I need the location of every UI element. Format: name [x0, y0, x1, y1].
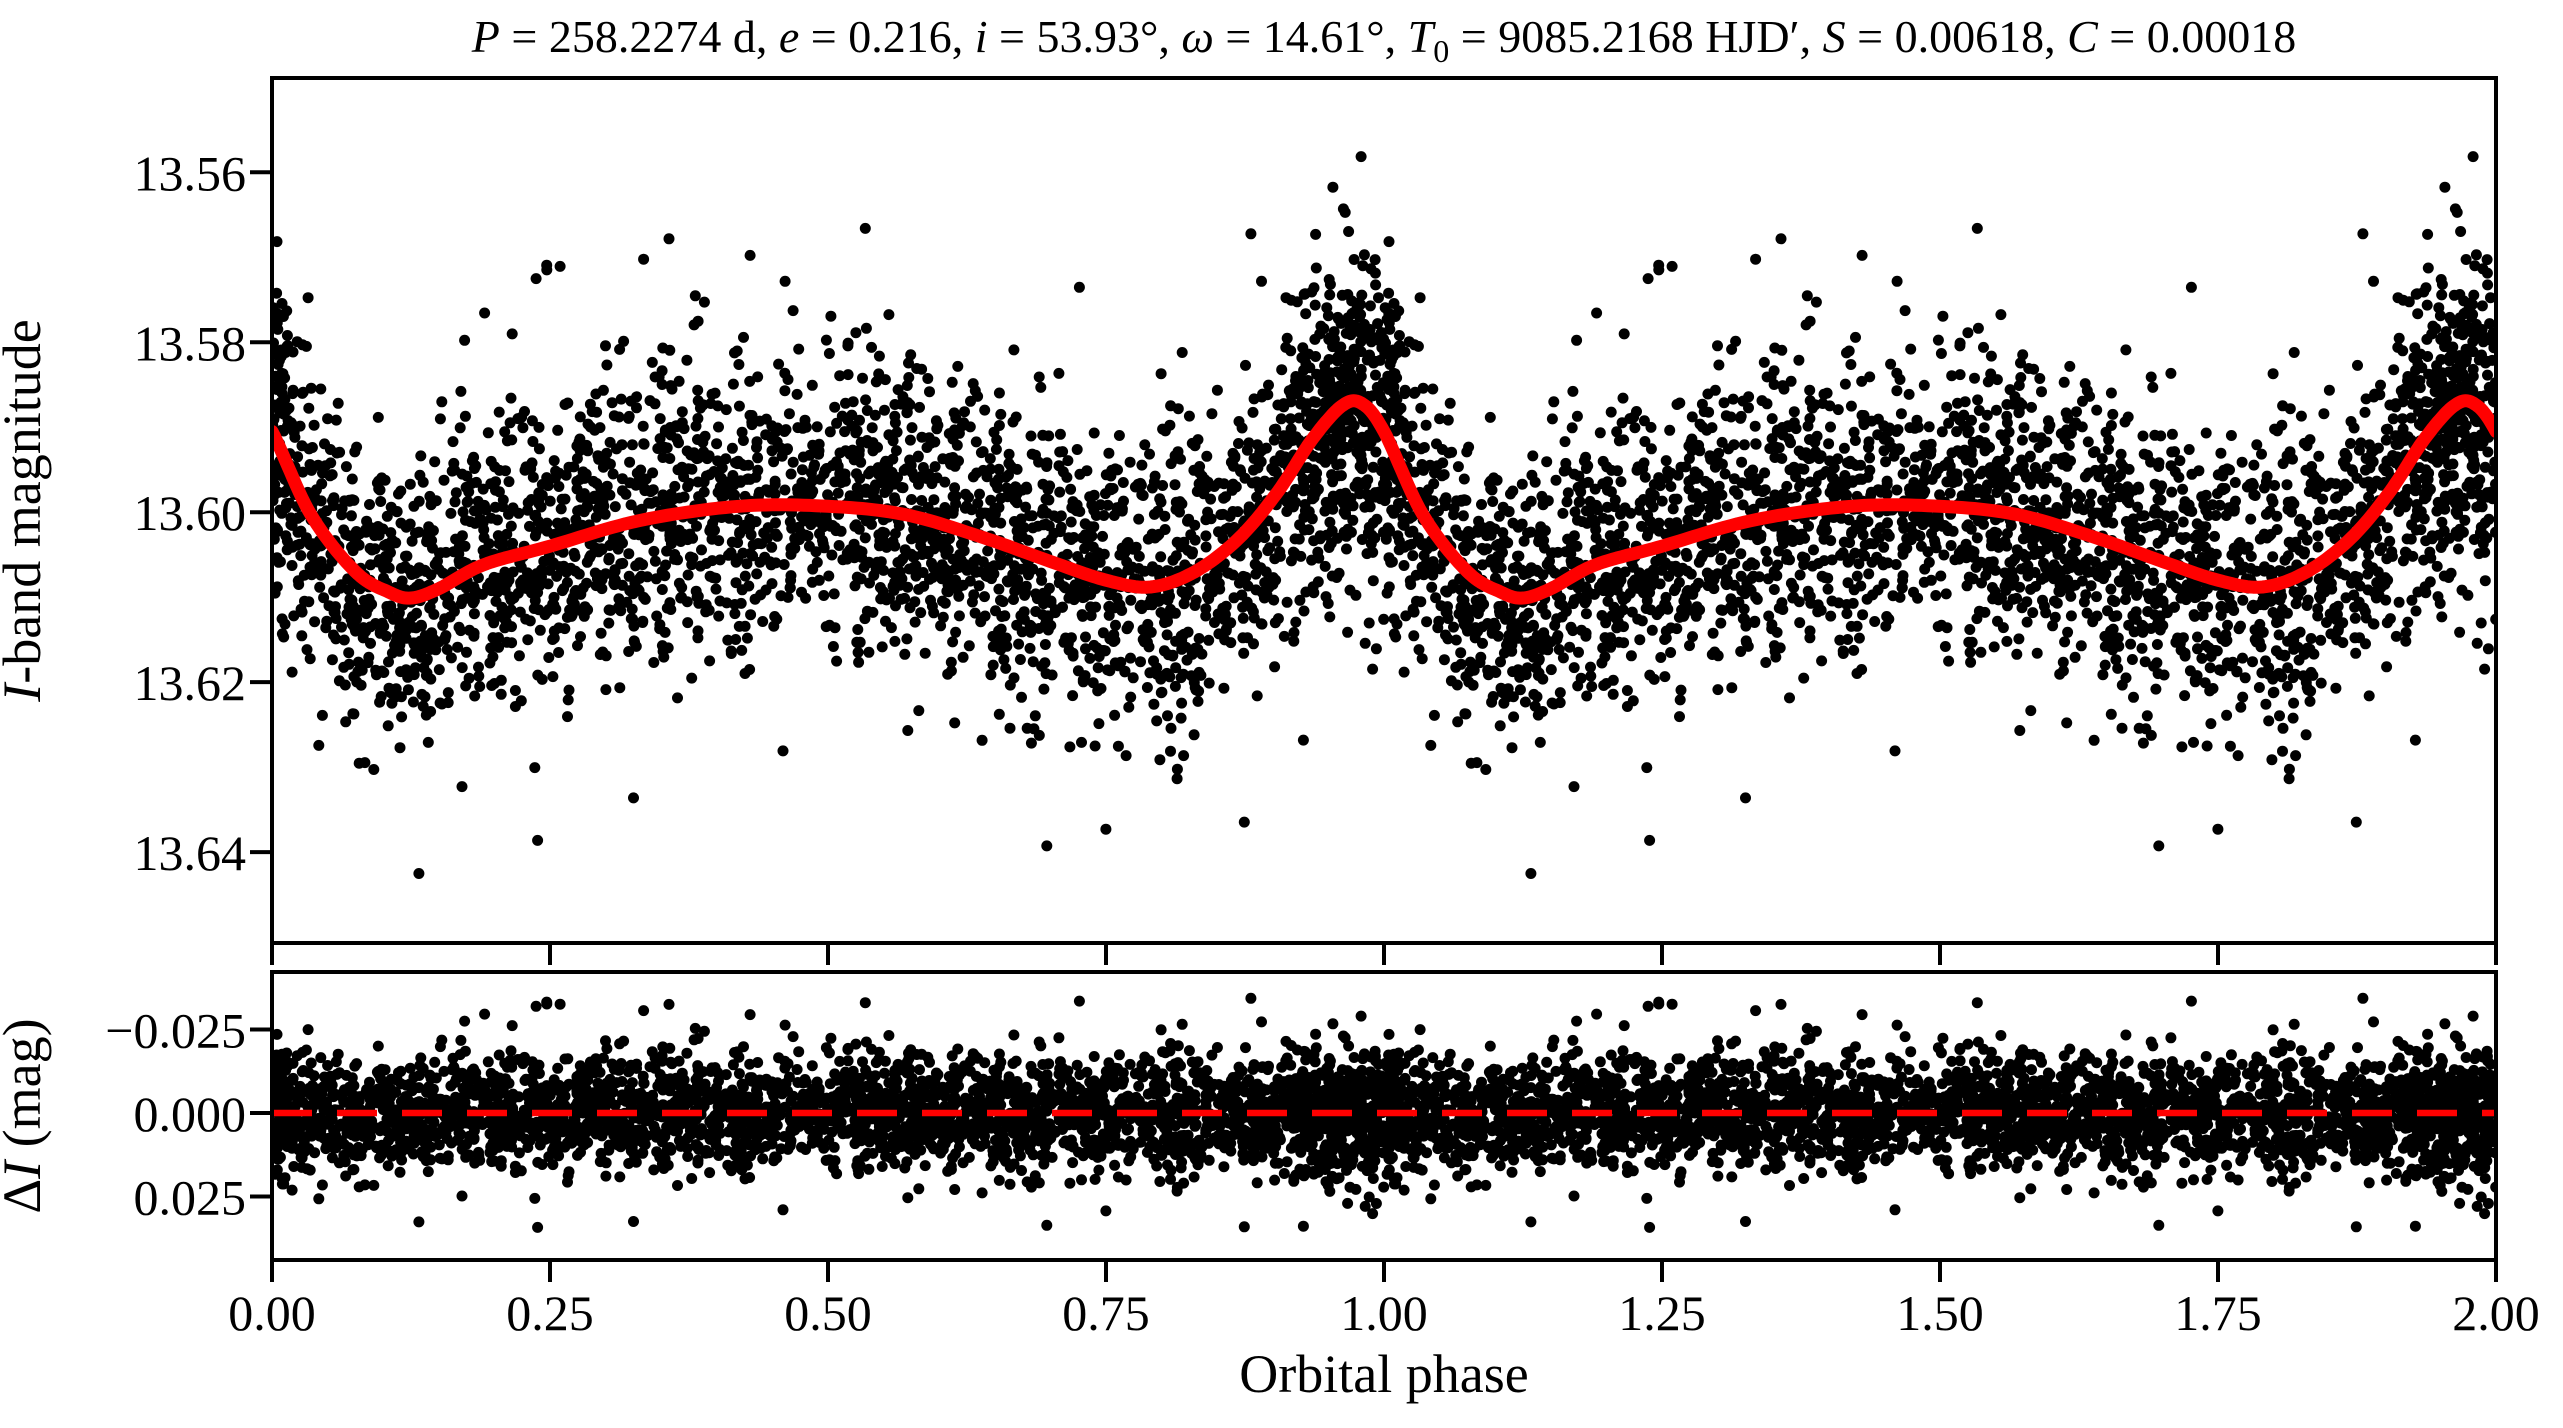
x-tick-label: 2.00	[2452, 1285, 2540, 1341]
x-tick-label: 0.00	[228, 1285, 316, 1341]
y-tick-label-residual: 0.025	[134, 1170, 247, 1226]
y-axis-label-residual: ΔI (mag)	[0, 1018, 52, 1213]
y-tick-label-magnitude: 13.60	[134, 485, 247, 541]
axis-tick-labels: 0.00 0.25 0.50 0.75 1.00 1.25 1.50 1.75 2.00 13.5…	[105, 145, 2539, 1341]
top-panel-scatter-points	[271, 151, 2497, 879]
y-tick-label-magnitude: 13.56	[134, 145, 247, 201]
axis-tick-marks	[250, 170, 2498, 1282]
y-axis-label-magnitude: I-band magnitude	[0, 319, 52, 702]
x-axis-label: Orbital phase	[1239, 1344, 1528, 1404]
x-tick-label: 1.50	[1896, 1285, 1984, 1341]
y-tick-label-residual: 0.000	[134, 1086, 247, 1142]
x-tick-label: 0.25	[506, 1285, 594, 1341]
bottom-panel-scatter-points	[271, 992, 2497, 1233]
y-tick-label-magnitude: 13.64	[134, 825, 247, 881]
x-tick-label: 1.75	[2174, 1285, 2262, 1341]
x-tick-label: 1.25	[1618, 1285, 1706, 1341]
model-light-curve	[271, 394, 2497, 605]
x-tick-label: 0.50	[784, 1285, 872, 1341]
figure-title: P = 258.2274 d, e = 0.216, i = 53.93°, ω…	[471, 11, 2296, 69]
x-tick-label: 0.75	[1062, 1285, 1150, 1341]
y-tick-label-residual: −0.025	[105, 1003, 246, 1059]
y-tick-label-magnitude: 13.58	[134, 315, 247, 371]
x-tick-label: 1.00	[1340, 1285, 1428, 1341]
y-tick-label-magnitude: 13.62	[134, 655, 247, 711]
